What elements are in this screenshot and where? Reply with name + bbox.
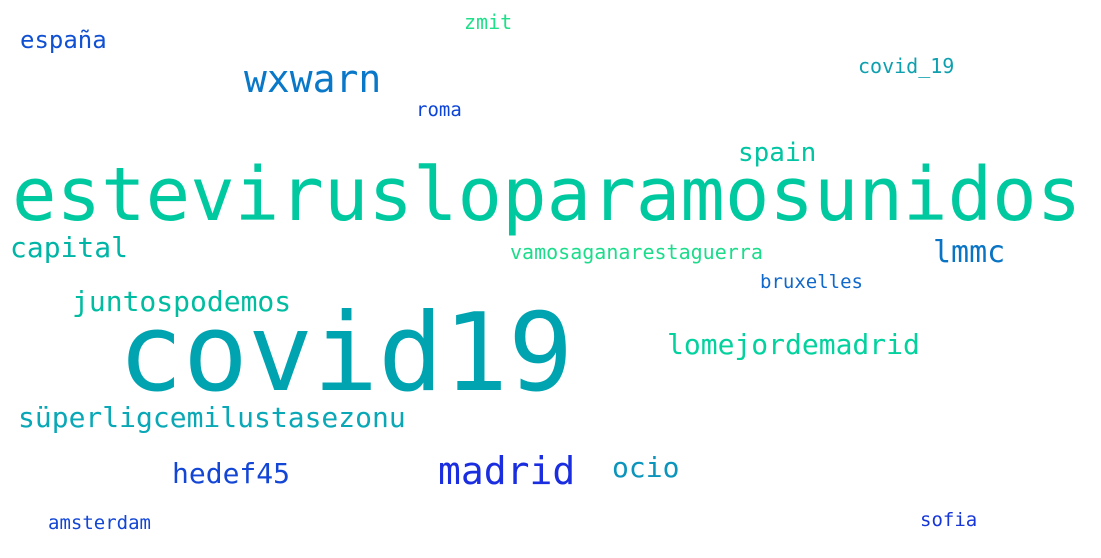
- word-covid19: covid19: [118, 291, 574, 416]
- word-wxwarn: wxwarn: [244, 57, 382, 101]
- word-vamosaganarestaguerra: vamosaganarestaguerra: [510, 240, 763, 264]
- word-spain: spain: [738, 138, 817, 168]
- word-ocio: ocio: [612, 451, 680, 484]
- word-lmmc: lmmc: [933, 235, 1006, 270]
- word-sofia: sofia: [920, 509, 978, 531]
- word-capital: capital: [10, 231, 129, 264]
- word-estevirusloparamosunidos: estevirusloparamosunidos: [12, 152, 1082, 238]
- word-lomejordemadrid: lomejordemadrid: [667, 328, 920, 361]
- word-hedef45: hedef45: [172, 457, 291, 490]
- word-espana: españa: [20, 26, 107, 54]
- word-madrid: madrid: [438, 449, 576, 493]
- word-roma: roma: [416, 99, 462, 121]
- word-juntospodemos: juntospodemos: [72, 285, 292, 318]
- word-zmit: zmit: [464, 10, 513, 34]
- word-superligcemilustasezonu: süperligcemilustasezonu: [18, 401, 406, 434]
- word-covid-19: covid_19: [858, 54, 955, 78]
- word-bruxelles: bruxelles: [760, 271, 863, 293]
- word-amsterdam: amsterdam: [48, 512, 151, 534]
